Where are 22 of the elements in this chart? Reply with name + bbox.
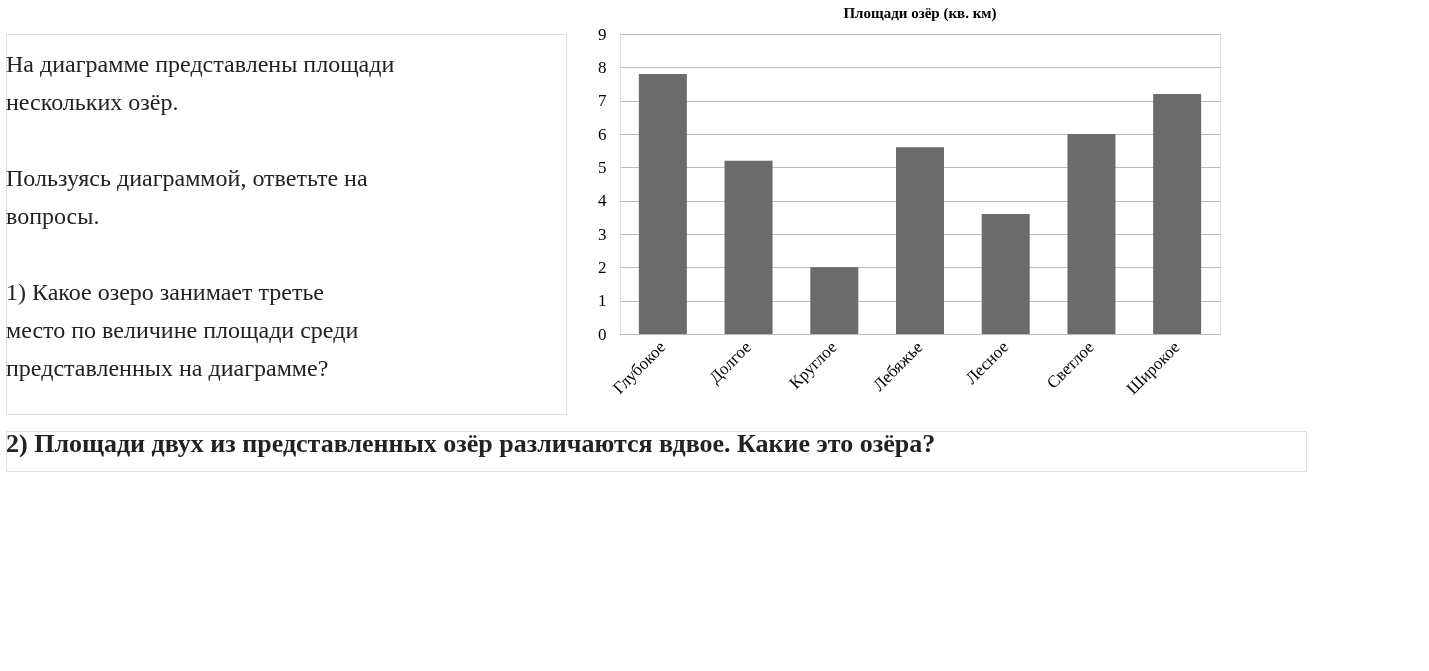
- y-tick-label: 2: [598, 257, 607, 277]
- y-tick-label: 1: [598, 291, 607, 311]
- bar: [1153, 94, 1202, 334]
- y-tick-label: 8: [598, 57, 607, 77]
- y-tick-label: 6: [598, 124, 607, 144]
- y-tick-label: 5: [598, 157, 607, 177]
- bar: [810, 267, 859, 334]
- y-tick-label: 9: [598, 24, 607, 44]
- y-tick-label: 3: [598, 224, 607, 244]
- text: Пользуясь диаграммой, ответьте на вопросы.: [6, 165, 368, 229]
- bar: [1067, 134, 1116, 334]
- y-tick-label: 4: [598, 191, 607, 211]
- bar: [638, 74, 687, 334]
- bar: [896, 147, 944, 334]
- text: На диаграмме представлены площади нескольких озёр.: [6, 51, 395, 115]
- chart-title: Площади озёр (кв. км): [843, 5, 997, 22]
- text: 1) Какое озеро занимает третье место по величине площади среди представленных на диаграмме?: [6, 279, 359, 381]
- bar: [981, 214, 1030, 334]
- text: 2) Площади двух из представленных озёр различаются вдвое. Какие это озёра?: [6, 429, 936, 458]
- y-tick-label: 7: [598, 91, 607, 111]
- y-tick-label: 0: [598, 324, 607, 344]
- bar: [724, 160, 773, 334]
